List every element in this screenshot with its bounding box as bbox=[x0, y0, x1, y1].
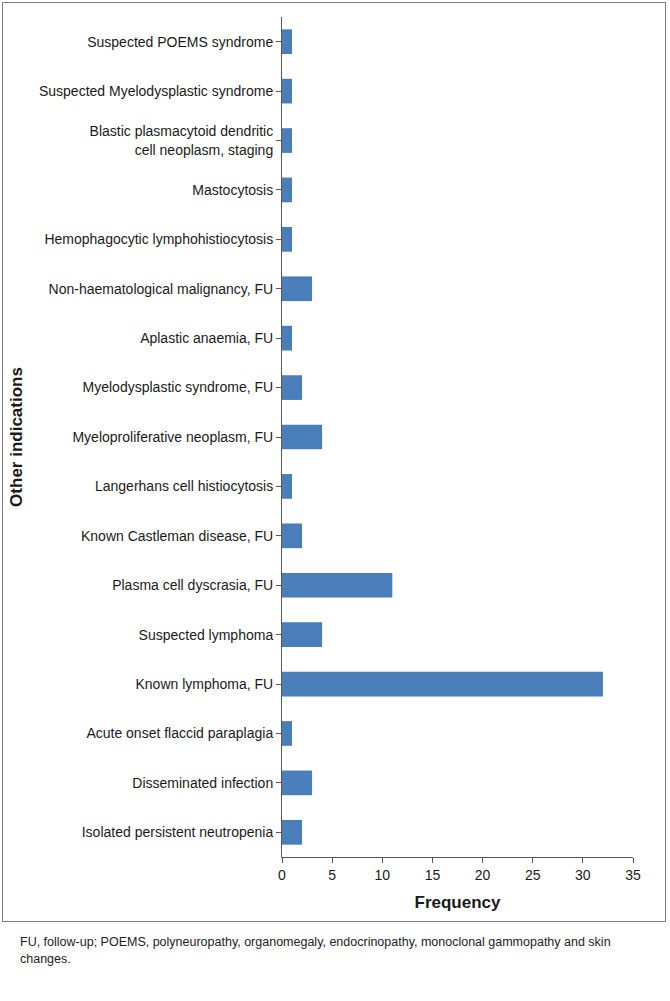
svg-text:5: 5 bbox=[328, 867, 336, 883]
svg-text:Known Castleman disease, FU: Known Castleman disease, FU bbox=[81, 528, 273, 544]
svg-text:Myelodysplastic syndrome, FU: Myelodysplastic syndrome, FU bbox=[83, 379, 274, 395]
svg-text:Hemophagocytic lymphohistiocyt: Hemophagocytic lymphohistiocytosis bbox=[44, 231, 273, 247]
svg-text:Plasma cell dyscrasia, FU: Plasma cell dyscrasia, FU bbox=[112, 577, 273, 593]
svg-text:Frequency: Frequency bbox=[415, 893, 502, 912]
svg-text:Disseminated infection: Disseminated infection bbox=[132, 775, 273, 791]
svg-text:Suspected POEMS syndrome: Suspected POEMS syndrome bbox=[87, 34, 273, 50]
html-text:FU, follow-up; POEMS, polyneur: FU, follow-up; POEMS, polyneuropathy, or… bbox=[20, 935, 611, 966]
svg-text:Mastocytosis: Mastocytosis bbox=[192, 182, 273, 198]
svg-text:15: 15 bbox=[425, 867, 441, 883]
svg-text:30: 30 bbox=[575, 867, 591, 883]
svg-text:35: 35 bbox=[625, 867, 641, 883]
svg-text:Non-haematological malignancy,: Non-haematological malignancy, FU bbox=[49, 281, 274, 297]
svg-text:25: 25 bbox=[525, 867, 541, 883]
svg-text:Suspected Myelodysplastic synd: Suspected Myelodysplastic syndrome bbox=[39, 83, 273, 99]
svg-text:Isolated persistent neutropeni: Isolated persistent neutropenia bbox=[82, 824, 274, 840]
svg-text:10: 10 bbox=[375, 867, 391, 883]
svg-text:20: 20 bbox=[475, 867, 491, 883]
svg-text:Blastic plasmacytoid dendritic: Blastic plasmacytoid dendriticcell neopl… bbox=[90, 123, 274, 157]
svg-text:Langerhans cell histiocytosis: Langerhans cell histiocytosis bbox=[95, 478, 273, 494]
svg-text:Acute onset flaccid paraplagia: Acute onset flaccid paraplagia bbox=[86, 725, 273, 741]
svg-text:Known lymphoma, FU: Known lymphoma, FU bbox=[135, 676, 273, 692]
svg-text:Other indications: Other indications bbox=[7, 367, 26, 507]
svg-text:Suspected lymphoma: Suspected lymphoma bbox=[139, 627, 274, 643]
svg-text:Aplastic anaemia, FU: Aplastic anaemia, FU bbox=[140, 330, 273, 346]
svg-text:Myeloproliferative neoplasm, F: Myeloproliferative neoplasm, FU bbox=[72, 429, 273, 445]
svg-text:0: 0 bbox=[278, 867, 286, 883]
